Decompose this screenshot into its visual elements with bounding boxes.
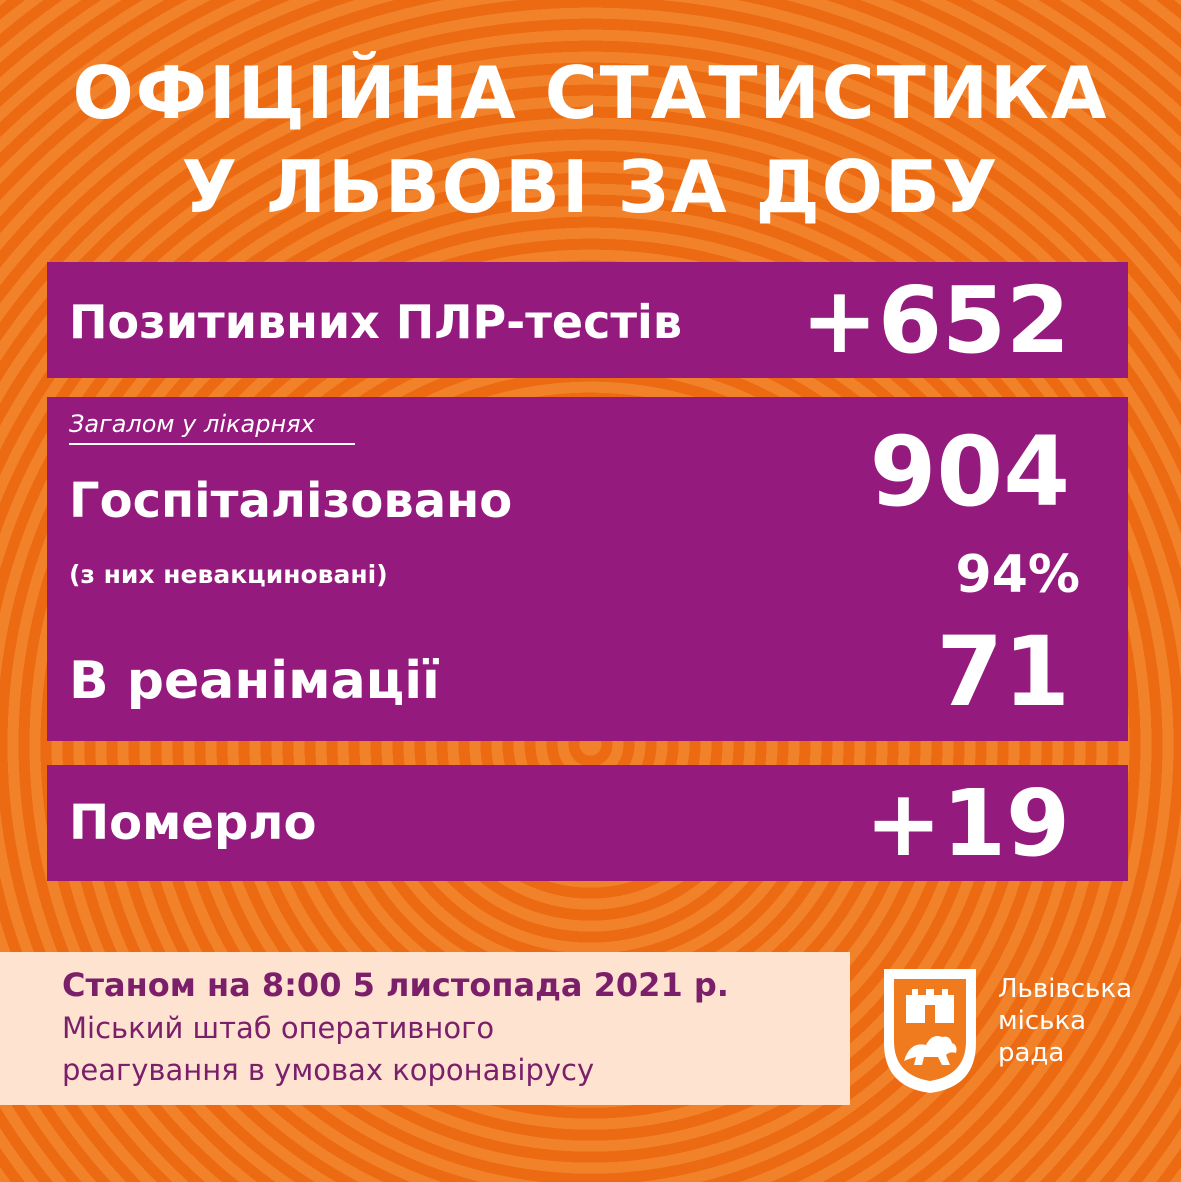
icu-label: В реанімації xyxy=(69,651,440,711)
coat-of-arms-icon xyxy=(884,969,976,1093)
hospitalized-value: 904 xyxy=(869,416,1070,528)
hospital-panel: Загалом у лікарнях Госпіталізовано 904 (… xyxy=(47,397,1128,741)
logo-text: Львівська міська рада xyxy=(998,973,1132,1069)
tests-value: +652 xyxy=(800,267,1070,374)
tests-panel: Позитивних ПЛР-тестів +652 xyxy=(47,262,1128,378)
deaths-label: Померло xyxy=(69,795,317,851)
hospitalized-label: Госпіталізовано xyxy=(69,473,513,529)
unvaccinated-label: (з них невакциновані) xyxy=(69,560,388,589)
icu-value: 71 xyxy=(936,616,1070,728)
logo-text-line-2: міська xyxy=(998,1006,1087,1036)
title-line-2: У ЛЬВОВІ ЗА ДОБУ xyxy=(181,145,1000,229)
unvaccinated-value: 94% xyxy=(955,545,1080,605)
footer-date: Станом на 8:00 5 листопада 2021 р. xyxy=(62,966,729,1004)
tests-label: Позитивних ПЛР-тестів xyxy=(69,295,682,349)
city-council-logo: Львівська міська рада xyxy=(880,965,1132,1095)
footer-org-line-1: Міський штаб оперативного xyxy=(62,1011,495,1045)
caption-underline xyxy=(69,443,355,445)
hospital-caption: Загалом у лікарнях xyxy=(69,410,315,438)
deaths-panel: Померло +19 xyxy=(47,765,1128,881)
logo-text-line-3: рада xyxy=(998,1038,1065,1068)
footer-box: Станом на 8:00 5 листопада 2021 р. Міськ… xyxy=(0,952,850,1105)
deaths-value: +19 xyxy=(864,770,1070,877)
logo-text-line-1: Львівська xyxy=(998,974,1132,1004)
title-line-1: ОФІЦІЙНА СТАТИСТИКА xyxy=(72,51,1109,135)
footer-org-line-2: реагування в умовах коронавірусу xyxy=(62,1053,595,1087)
